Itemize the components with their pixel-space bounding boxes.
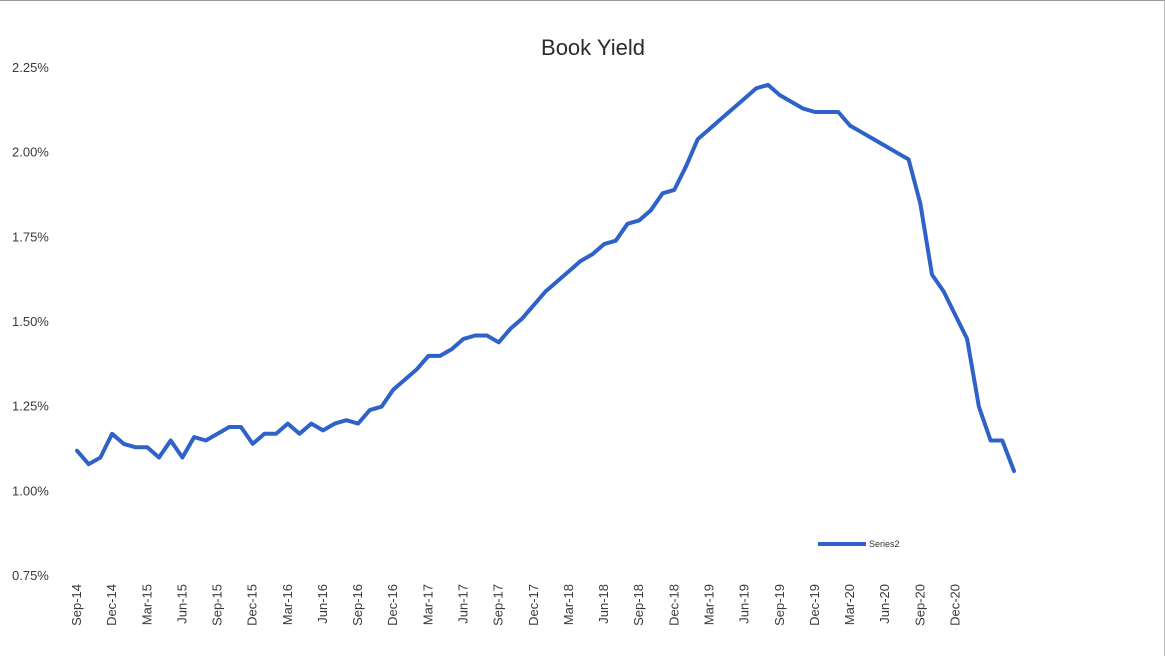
x-tick-label: Dec-15 (245, 584, 260, 626)
x-tick-label: Jun-17 (456, 584, 471, 624)
x-tick-label: Sep-15 (210, 584, 225, 626)
x-tick-label: Jun-15 (174, 584, 189, 624)
x-tick-label: Mar-18 (561, 584, 576, 625)
x-tick-label: Jun-18 (596, 584, 611, 624)
y-tick-label: 1.25% (12, 399, 49, 414)
x-tick-label: Mar-15 (139, 584, 154, 625)
y-axis-ticks: 0.75% 1.00% 1.25% 1.50% 1.75% 2.00% 2.25% (12, 60, 49, 583)
y-tick-label: 0.75% (12, 568, 49, 583)
y-tick-label: 2.25% (12, 60, 49, 75)
x-tick-label: Dec-14 (104, 584, 119, 626)
x-tick-label: Jun-20 (877, 584, 892, 624)
y-tick-label: 1.00% (12, 483, 49, 498)
x-tick-label: Sep-20 (912, 584, 927, 626)
x-tick-label: Mar-16 (280, 584, 295, 625)
x-tick-label: Dec-18 (666, 584, 681, 626)
x-tick-label: Sep-16 (350, 584, 365, 626)
series-layer (75, 82, 1016, 473)
x-tick-label: Dec-16 (385, 584, 400, 626)
y-tick-label: 2.00% (12, 145, 49, 160)
x-tick-label: Mar-19 (701, 584, 716, 625)
x-axis-ticks: Sep-14 Dec-14 Mar-15 Jun-15 Sep-15 Dec-15 Mar-… (69, 584, 962, 626)
y-tick-label: 1.75% (12, 229, 49, 244)
x-tick-label: Sep-19 (772, 584, 787, 626)
x-tick-label: Dec-20 (947, 584, 962, 626)
x-tick-label: Sep-17 (491, 584, 506, 626)
x-tick-label: Mar-20 (842, 584, 857, 625)
series-line-series2 (75, 82, 1016, 473)
x-tick-label: Sep-14 (69, 584, 84, 626)
x-tick-label: Jun-16 (315, 584, 330, 624)
x-tick-label: Mar-17 (420, 584, 435, 625)
chart-title: Book Yield (541, 35, 645, 60)
x-tick-label: Dec-17 (526, 584, 541, 626)
legend: Series2 (818, 539, 900, 549)
y-tick-label: 1.50% (12, 314, 49, 329)
x-tick-label: Dec-19 (807, 584, 822, 626)
x-tick-label: Jun-19 (737, 584, 752, 624)
x-tick-label: Sep-18 (631, 584, 646, 626)
legend-label-series2: Series2 (869, 539, 900, 549)
